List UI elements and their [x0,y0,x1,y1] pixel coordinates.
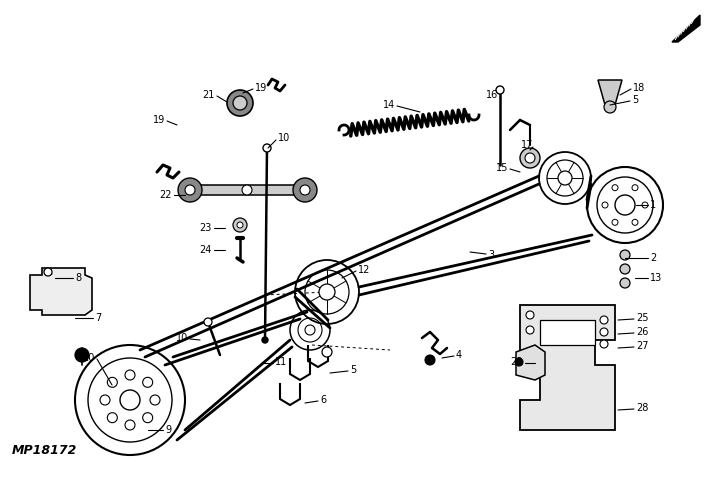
Text: 4: 4 [456,350,462,360]
Polygon shape [30,268,92,315]
Text: 1: 1 [650,200,656,210]
Circle shape [620,250,630,260]
Text: 10: 10 [176,333,188,343]
Text: 22: 22 [160,190,172,200]
Circle shape [75,348,89,362]
Text: 27: 27 [636,341,649,351]
Text: 14: 14 [383,100,395,110]
Circle shape [425,355,435,365]
Circle shape [600,340,608,348]
Text: 12: 12 [358,265,370,275]
Circle shape [237,222,243,228]
Text: 3: 3 [488,250,494,260]
Circle shape [615,195,635,215]
Polygon shape [540,320,595,345]
Circle shape [520,148,540,168]
Circle shape [322,347,332,357]
Circle shape [242,185,252,195]
Circle shape [233,96,247,110]
Circle shape [178,178,202,202]
Text: 13: 13 [650,273,662,283]
Text: 19: 19 [255,83,267,93]
Text: 9: 9 [165,425,171,435]
Text: 17: 17 [521,140,533,150]
Text: 25: 25 [636,313,649,323]
Circle shape [204,318,212,326]
Circle shape [600,328,608,336]
Circle shape [558,171,572,185]
Text: 6: 6 [320,395,326,405]
Circle shape [293,178,317,202]
Text: MP18172: MP18172 [12,444,77,456]
Circle shape [600,316,608,324]
Polygon shape [190,185,305,195]
Circle shape [515,358,523,366]
Polygon shape [672,15,700,42]
Text: 11: 11 [275,357,287,367]
Polygon shape [520,305,615,430]
Text: 10: 10 [278,133,290,143]
Text: 19: 19 [153,115,165,125]
Polygon shape [598,80,622,105]
Circle shape [263,144,271,152]
Text: 15: 15 [495,163,508,173]
Circle shape [262,337,268,343]
Text: 26: 26 [636,327,649,337]
Text: 5: 5 [350,365,356,375]
Circle shape [44,268,52,276]
Text: 18: 18 [633,83,645,93]
Circle shape [620,264,630,274]
Text: 23: 23 [199,223,212,233]
Text: 8: 8 [75,273,81,283]
Circle shape [227,90,253,116]
Circle shape [496,86,504,94]
Circle shape [526,326,534,334]
Text: 5: 5 [632,95,638,105]
Circle shape [604,101,616,113]
Circle shape [305,325,315,335]
Text: 2: 2 [650,253,656,263]
Circle shape [185,185,195,195]
Text: 16: 16 [486,90,498,100]
Circle shape [620,278,630,288]
Text: 20: 20 [83,353,95,363]
Text: 28: 28 [636,403,649,413]
Text: 7: 7 [95,313,102,323]
Circle shape [319,284,335,300]
Circle shape [526,311,534,319]
Text: 21: 21 [202,90,215,100]
Circle shape [120,390,140,410]
Circle shape [525,153,535,163]
Circle shape [233,218,247,232]
Text: 24: 24 [199,245,212,255]
Circle shape [300,185,310,195]
Text: 29: 29 [510,357,523,367]
Polygon shape [516,345,545,380]
